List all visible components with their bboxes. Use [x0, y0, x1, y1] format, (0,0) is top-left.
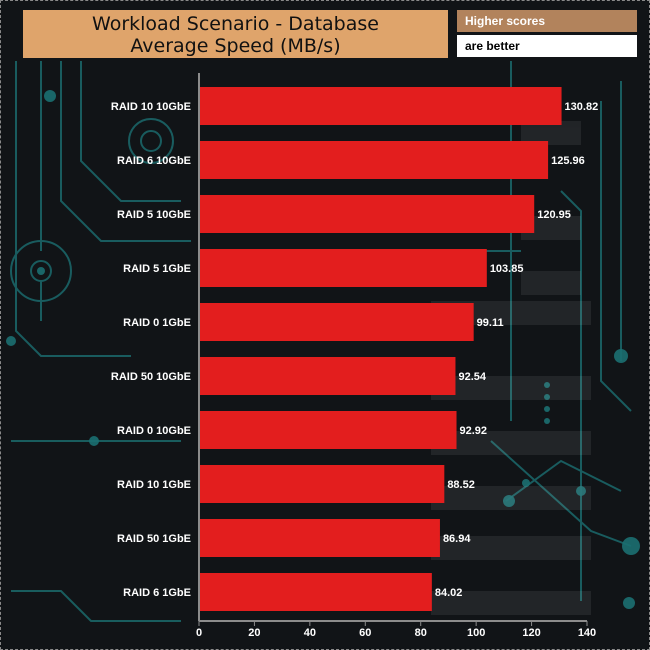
value-label: 84.02: [435, 587, 463, 599]
category-label: RAID 5 10GbE: [117, 209, 191, 221]
x-tick-label: 100: [467, 627, 485, 639]
category-label: RAID 0 10GbE: [117, 425, 191, 437]
x-tick-label: 20: [248, 627, 260, 639]
category-label: RAID 50 10GbE: [111, 371, 191, 383]
x-tick-label: 120: [522, 627, 540, 639]
category-label: RAID 5 1GbE: [123, 263, 191, 275]
value-label: 88.52: [447, 479, 475, 491]
bar: [199, 573, 432, 611]
value-label: 130.82: [565, 101, 599, 113]
bar: [199, 411, 457, 449]
bar: [199, 357, 456, 395]
x-tick-label: 40: [304, 627, 316, 639]
value-label: 120.95: [537, 209, 571, 221]
bar: [199, 249, 487, 287]
value-label: 86.94: [443, 533, 471, 545]
x-tick-label: 0: [196, 627, 202, 639]
x-tick-label: 80: [415, 627, 427, 639]
bar: [199, 519, 440, 557]
value-label: 99.11: [477, 317, 504, 329]
bar: [199, 87, 562, 125]
category-label: RAID 0 1GbE: [123, 317, 191, 329]
category-label: RAID 50 1GbE: [117, 533, 191, 545]
category-label: RAID 10 1GbE: [117, 479, 191, 491]
value-label: 92.92: [460, 425, 488, 437]
chart-subtitle: Average Speed (MB/s): [130, 35, 341, 57]
category-label: RAID 6 10GbE: [117, 155, 191, 167]
higher-scores-note: Higher scores: [457, 10, 637, 32]
value-label: 92.54: [458, 371, 486, 383]
category-label: RAID 6 1GbE: [123, 587, 191, 599]
are-better-note: are better: [457, 35, 637, 57]
bar: [199, 141, 549, 179]
x-tick-label: 140: [578, 627, 596, 639]
chart-title-box: Workload Scenario - Database Average Spe…: [23, 10, 448, 58]
chart-title: Workload Scenario - Database: [92, 13, 379, 35]
bar: [199, 465, 445, 503]
bar: [199, 195, 535, 233]
bar: [199, 303, 474, 341]
x-tick-label: 60: [359, 627, 371, 639]
category-label: RAID 10 10GbE: [111, 101, 191, 113]
value-label: 125.96: [551, 155, 585, 167]
value-label: 103.85: [490, 263, 524, 275]
